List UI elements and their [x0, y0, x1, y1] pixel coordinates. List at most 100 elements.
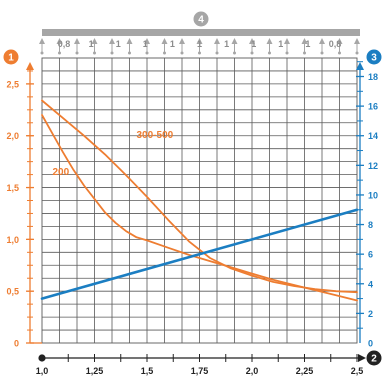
- series-layer: [40, 99, 359, 302]
- left-axis-arrow: [26, 62, 34, 70]
- support-dot: [303, 51, 306, 55]
- bottom-axis-tick-label: 2,5: [351, 366, 364, 376]
- badge-left-circle: [3, 49, 19, 65]
- support-dot: [180, 51, 184, 55]
- support-triangle: [126, 38, 133, 44]
- support-label: 1: [116, 39, 121, 49]
- support-label: 1: [278, 39, 283, 49]
- support-dot: [93, 51, 96, 55]
- series-line-right-axis: [40, 208, 359, 300]
- left-axis: 0 0,5 1,0 1,5 2,0 2,5: [6, 62, 42, 349]
- series-line-200: [41, 114, 358, 302]
- support-dot: [128, 51, 131, 55]
- support-bar-top: [42, 29, 360, 36]
- support-dot: [215, 51, 219, 55]
- support-triangle: [179, 38, 185, 44]
- bottom-axis-tick-label: 2,25: [296, 366, 314, 376]
- badge-right-circle: [366, 49, 382, 65]
- right-axis-tick-label: 2: [368, 309, 373, 319]
- badge-bottom-label: 2: [371, 354, 377, 365]
- plot-area: 200 300-500: [40, 57, 359, 344]
- right-axis-tick-label: 0: [368, 339, 373, 349]
- support-dot: [355, 51, 359, 55]
- bottom-axis-tick-label: 1,5: [141, 366, 154, 376]
- right-axis-tick-label: 12: [368, 161, 378, 171]
- badge-left-axis: 1: [3, 49, 19, 65]
- support-dot: [110, 51, 114, 55]
- badge-bottom-axis: 2: [366, 350, 382, 366]
- support-triangle: [74, 38, 80, 44]
- support-triangle: [214, 38, 220, 44]
- support-marks: 0,8 1 1 1 1 1 1 1 1 1 0,8: [39, 38, 360, 55]
- support-label: 1: [143, 39, 148, 49]
- badge-support-circle: [193, 11, 209, 27]
- badge-right-axis: 3: [366, 49, 382, 65]
- right-axis-tick-label: 8: [368, 220, 373, 230]
- right-axis-tick-label: 4: [368, 279, 373, 289]
- support-triangle: [196, 38, 203, 44]
- support-dot: [198, 51, 201, 55]
- support-dot: [338, 51, 341, 55]
- support-triangle: [336, 38, 343, 44]
- support-triangle: [249, 38, 255, 44]
- left-axis-tick-label: 0,5: [6, 287, 19, 297]
- bottom-axis-arrow: [358, 354, 366, 362]
- support-triangle: [109, 38, 115, 44]
- support-dot: [145, 51, 149, 55]
- support-dot: [58, 51, 61, 55]
- support-label: 1: [251, 39, 256, 49]
- bottom-axis-tick-label: 1,0: [36, 366, 49, 376]
- bottom-axis-origin-dot: [38, 354, 46, 362]
- badge-support-label: 4: [198, 15, 204, 26]
- support-triangle: [56, 38, 63, 44]
- support-triangle: [266, 38, 273, 44]
- annotation-300-500: 300-500: [137, 130, 174, 141]
- support-triangle: [231, 38, 238, 44]
- right-axis-arrow: [356, 62, 364, 70]
- support-triangle: [284, 38, 290, 44]
- plot-border: [41, 57, 358, 344]
- grid: [41, 57, 358, 344]
- support-bar: 4 0,8 1 1 1 1 1 1 1 1 1 0,8: [39, 11, 360, 55]
- left-axis-tick-label: 1,5: [6, 183, 19, 193]
- bottom-axis-tick-label: 1,25: [86, 366, 104, 376]
- annotations: 200 300-500: [53, 130, 174, 178]
- support-dot: [75, 51, 79, 55]
- support-label: 1: [170, 39, 175, 49]
- support-triangle: [91, 38, 98, 44]
- right-axis-tick-label: 10: [368, 190, 378, 200]
- right-axis-tick-label: 14: [368, 131, 378, 141]
- support-label: 1: [224, 39, 229, 49]
- support-triangle: [319, 38, 325, 44]
- annotation-200: 200: [53, 167, 70, 178]
- left-axis-tick-label: 0: [14, 339, 19, 349]
- support-triangle: [39, 38, 45, 44]
- support-label: 0,8: [58, 39, 71, 49]
- badge-right-label: 3: [371, 53, 377, 64]
- bottom-axis: 1,0 1,25 1,5 1,75 2,0 2,25 2,5: [36, 354, 366, 376]
- support-triangle: [161, 38, 168, 44]
- support-triangle: [144, 38, 150, 44]
- left-axis-tick-label: 2,5: [6, 79, 19, 89]
- support-dot: [40, 51, 44, 55]
- left-axis-tick-label: 2,0: [6, 131, 19, 141]
- support-dot: [163, 51, 166, 55]
- support-label: 0,8: [329, 39, 342, 49]
- support-triangle: [301, 38, 308, 44]
- right-axis-tick-label: 18: [368, 72, 378, 82]
- bottom-axis-tick-label: 2,0: [246, 366, 259, 376]
- support-dot: [320, 51, 324, 55]
- badge-left-label: 1: [8, 53, 14, 64]
- support-label: 1: [89, 39, 94, 49]
- support-dot: [233, 51, 236, 55]
- support-dot: [268, 51, 271, 55]
- support-label: 1: [197, 39, 202, 49]
- support-dot: [285, 51, 289, 55]
- right-axis-tick-label: 16: [368, 102, 378, 112]
- right-axis-tick-label: 6: [368, 250, 373, 260]
- support-triangle: [354, 38, 360, 44]
- support-dot: [250, 51, 254, 55]
- left-axis-tick-label: 1,0: [6, 235, 19, 245]
- bottom-axis-tick-label: 1,75: [191, 366, 209, 376]
